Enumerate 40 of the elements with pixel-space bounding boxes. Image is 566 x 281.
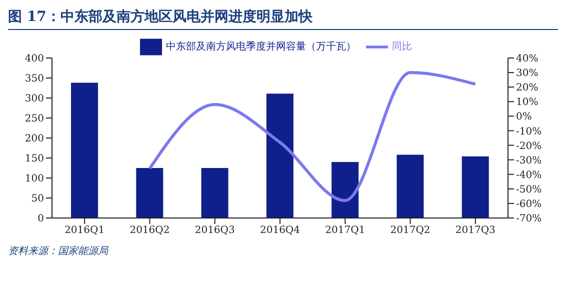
y-tick-label: 0 <box>38 214 44 225</box>
x-tick-label: 2016Q3 <box>194 225 235 236</box>
x-tick-label: 2017Q1 <box>325 225 366 236</box>
y-tick-label: 150 <box>24 154 44 165</box>
y-tick-label: 250 <box>24 114 44 125</box>
y2-tick-label: -20% <box>516 140 542 152</box>
legend-label: 中东部及南方风电季度并网容量（万千瓦） <box>166 42 356 53</box>
y2-tick-label: -40% <box>516 170 542 181</box>
legend-label: 同比 <box>392 42 412 53</box>
y-tick-label: 350 <box>24 74 44 85</box>
bar <box>71 82 98 218</box>
line-series <box>148 71 477 202</box>
y2-tick-label: -50% <box>516 184 542 196</box>
bar <box>201 168 228 218</box>
y-tick-label: 200 <box>24 134 44 145</box>
bar <box>332 162 359 218</box>
text: 资料来源：国家能源局 <box>8 244 110 258</box>
y2-tick-label: -60% <box>516 199 542 210</box>
chart-title: 图 17：中东部及南方地区风电并网进度明显加快 <box>8 8 558 30</box>
y2-tick-label: 0% <box>516 112 532 123</box>
y-tick-label: 100 <box>24 174 44 185</box>
x-tick-label: 2016Q4 <box>260 225 300 236</box>
x-tick-label: 2016Q2 <box>130 225 170 236</box>
y2-tick-label: -10% <box>516 126 542 138</box>
bar <box>136 168 164 218</box>
y-tick-label: 50 <box>31 194 44 205</box>
y-tick-label: 300 <box>24 94 44 105</box>
x-tick-label: 2016Q1 <box>64 225 105 236</box>
bar <box>266 94 294 218</box>
bar <box>462 156 489 218</box>
y2-tick-label: 30% <box>516 68 538 80</box>
y-tick-label: 400 <box>24 54 44 65</box>
bar <box>396 154 424 218</box>
y2-tick-label: -30% <box>516 155 542 166</box>
x-tick-label: 2017Q3 <box>455 225 496 236</box>
y2-tick-label: 10% <box>516 97 538 108</box>
x-tick-label: 2017Q2 <box>390 225 430 236</box>
y2-tick-label: -70% <box>516 214 542 225</box>
y2-tick-label: 20% <box>516 82 538 94</box>
y2-tick-label: 40% <box>516 54 538 65</box>
